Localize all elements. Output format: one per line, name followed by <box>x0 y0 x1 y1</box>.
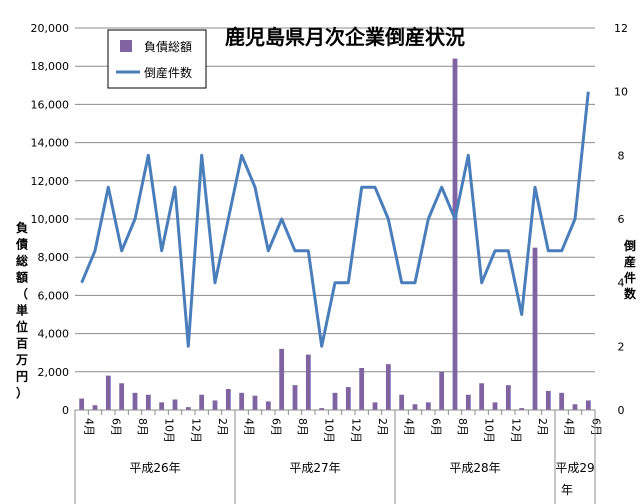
legend-bar-swatch <box>120 40 132 52</box>
bar <box>585 400 591 410</box>
left-tick-label: 2,000 <box>38 366 70 379</box>
year-label: 平成28年 <box>449 461 500 475</box>
left-tick-label: 0 <box>62 404 69 417</box>
bar <box>292 385 298 410</box>
bar <box>279 348 285 410</box>
month-label: 2月 <box>376 418 389 436</box>
month-label: 2月 <box>216 418 229 436</box>
bar <box>159 402 165 410</box>
legend-box <box>107 29 207 89</box>
bar <box>412 404 418 410</box>
right-tick-label: 10 <box>614 86 628 99</box>
bar <box>359 367 365 410</box>
bar <box>519 408 525 410</box>
axes: 0 2,000 4,000 6,000 8,000 10,000 12,000 14,000 1… <box>31 22 628 504</box>
left-tick-label: 8,000 <box>38 251 70 264</box>
series-line <box>80 91 590 348</box>
bar <box>545 390 551 410</box>
left-tick-label: 18,000 <box>31 60 70 73</box>
legend: 負債総額 倒産件数 <box>107 29 207 89</box>
bar <box>145 394 151 410</box>
bar <box>425 402 431 410</box>
month-label: 10月 <box>323 418 336 443</box>
month-label: 4月 <box>83 418 96 436</box>
bar <box>305 354 311 410</box>
bar <box>505 385 511 410</box>
month-label: 2月 <box>536 418 549 436</box>
month-label: 8月 <box>296 418 309 436</box>
month-label: 6月 <box>269 418 282 436</box>
axis-label-text: 負債総額（単位百万円） <box>15 220 28 400</box>
bar <box>399 394 405 410</box>
bar <box>239 392 245 410</box>
month-label: 12月 <box>189 418 202 443</box>
legend-line-label: 倒産件数 <box>144 65 192 80</box>
month-label: 10月 <box>163 418 176 443</box>
bar <box>225 388 231 410</box>
bar <box>492 402 498 410</box>
left-tick-label: 4,000 <box>38 328 70 341</box>
bar <box>439 371 445 410</box>
legend-bar-label: 負債総額 <box>144 39 192 54</box>
right-axis-label: 倒産件数 <box>623 238 637 301</box>
month-label: 6月 <box>109 418 122 436</box>
bar <box>345 387 351 410</box>
right-tick-label: 2 <box>618 340 625 353</box>
right-tick-label: 0 <box>618 404 625 417</box>
bar <box>92 405 98 410</box>
left-tick-label: 10,000 <box>31 213 70 226</box>
bar <box>372 402 378 410</box>
left-tick-label: 6,000 <box>38 289 70 302</box>
bar-series-liabilities <box>79 58 591 411</box>
bar <box>185 407 191 410</box>
bar <box>332 392 338 410</box>
bar <box>132 392 138 410</box>
month-label: 4月 <box>403 418 416 436</box>
left-tick-label: 14,000 <box>31 137 70 150</box>
month-label: 6月 <box>589 418 602 436</box>
bar <box>559 392 565 410</box>
axis-label-text: 倒産件数 <box>623 238 637 301</box>
month-label: 8月 <box>456 418 469 436</box>
month-label: 4月 <box>243 418 256 436</box>
bar <box>532 247 538 410</box>
right-tick-label: 8 <box>618 149 625 162</box>
chart-title: 鹿児島県月次企業倒産状況 <box>225 25 465 49</box>
bar <box>265 401 271 410</box>
left-tick-label: 12,000 <box>31 175 70 188</box>
left-axis-label: 負債総額（単位百万円） <box>15 220 28 400</box>
bar <box>172 399 178 410</box>
year-label: 平成29 年 <box>555 461 594 497</box>
bar <box>79 398 85 410</box>
month-label: 4月 <box>563 418 576 436</box>
year-label: 平成26年 <box>129 461 180 475</box>
year-label: 平成27年 <box>289 461 340 475</box>
left-tick-label: 16,000 <box>31 98 70 111</box>
bar <box>465 394 471 410</box>
bar <box>252 395 258 410</box>
month-label: 12月 <box>349 418 362 443</box>
right-tick-label: 6 <box>618 213 625 226</box>
bar <box>479 383 485 410</box>
bar <box>572 404 578 410</box>
bar <box>319 408 325 410</box>
bar <box>119 383 125 410</box>
bar <box>452 58 458 411</box>
month-label: 6月 <box>429 418 442 436</box>
right-tick-label: 4 <box>618 277 625 290</box>
bar <box>105 375 111 410</box>
left-tick-label: 20,000 <box>31 22 70 35</box>
month-label: 12月 <box>509 418 522 443</box>
bar <box>212 400 218 410</box>
right-tick-label: 12 <box>614 22 628 35</box>
bar <box>199 394 205 410</box>
month-label: 8月 <box>136 418 149 436</box>
month-label: 10月 <box>483 418 496 443</box>
grid-lines <box>75 27 595 411</box>
line-series-bankruptcies <box>80 91 590 348</box>
bar <box>385 364 391 410</box>
